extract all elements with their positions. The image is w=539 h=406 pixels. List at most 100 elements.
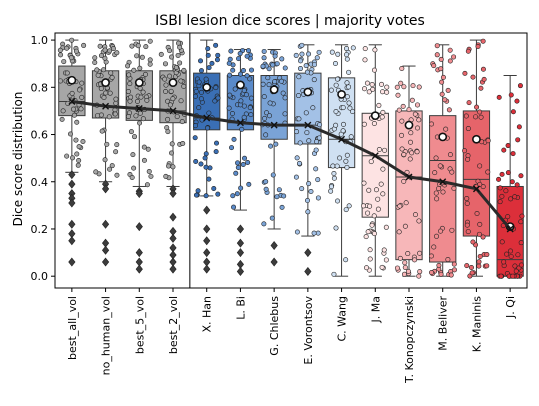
data-point — [382, 147, 388, 153]
data-point — [434, 52, 440, 58]
data-point — [67, 131, 73, 137]
data-point — [169, 141, 175, 147]
mean-marker — [404, 120, 414, 130]
data-point — [397, 203, 403, 209]
data-point — [315, 177, 321, 183]
data-point — [93, 169, 99, 175]
data-point — [447, 47, 453, 53]
box-group-13 — [462, 38, 491, 279]
data-point — [127, 98, 133, 104]
data-point — [165, 116, 171, 122]
data-point — [476, 259, 482, 265]
data-point — [501, 259, 507, 265]
data-point — [282, 65, 288, 71]
data-point — [198, 161, 204, 167]
data-point — [478, 114, 484, 120]
outlier-marker — [68, 236, 76, 246]
data-point — [477, 181, 483, 187]
data-point — [125, 63, 131, 69]
outlier-marker — [203, 248, 211, 258]
data-point — [269, 215, 275, 221]
data-point — [238, 185, 244, 191]
data-point — [207, 165, 213, 171]
box-group-3 — [125, 38, 154, 274]
mean-marker — [472, 134, 481, 144]
data-point — [237, 51, 243, 57]
data-point — [129, 174, 135, 180]
data-point — [262, 115, 268, 121]
data-point — [473, 114, 479, 120]
data-point — [331, 171, 337, 177]
data-point — [129, 43, 135, 49]
data-point — [465, 153, 471, 159]
data-point — [317, 122, 323, 128]
box-group-2 — [91, 39, 120, 267]
outlier-marker — [135, 264, 143, 274]
data-point — [61, 59, 67, 65]
data-point — [451, 54, 457, 60]
data-point — [281, 193, 287, 199]
data-point — [296, 116, 302, 122]
outlier-marker — [304, 266, 312, 276]
data-point — [484, 263, 490, 269]
data-point — [215, 191, 221, 197]
data-point — [267, 100, 273, 106]
data-point — [396, 107, 402, 113]
y-tick-label: 0.8 — [31, 81, 49, 94]
data-point — [73, 48, 79, 54]
data-point — [481, 76, 487, 82]
outlier-marker — [169, 264, 177, 274]
data-point — [260, 81, 266, 87]
outlier-marker — [236, 266, 245, 276]
data-point — [145, 146, 151, 152]
median-trend-marker — [371, 152, 379, 160]
data-point — [97, 43, 103, 49]
data-point — [469, 270, 475, 276]
data-point — [432, 170, 438, 176]
data-point — [316, 135, 322, 141]
data-point — [276, 187, 282, 193]
outlier-marker — [236, 248, 245, 258]
median-trend-marker — [270, 121, 278, 129]
data-point — [113, 149, 119, 155]
data-point — [205, 46, 211, 52]
data-point — [361, 203, 367, 209]
data-point — [231, 204, 237, 210]
data-point — [412, 257, 418, 263]
data-point — [139, 54, 145, 60]
data-point — [274, 61, 280, 67]
data-point — [330, 163, 336, 169]
data-point — [510, 151, 516, 157]
data-point — [408, 139, 414, 145]
data-point — [102, 55, 108, 61]
data-point — [409, 97, 415, 103]
data-point — [164, 125, 170, 131]
data-point — [436, 186, 442, 192]
data-point — [243, 92, 249, 98]
box-group-1 — [57, 37, 87, 267]
data-point — [362, 86, 368, 92]
data-point — [227, 56, 233, 62]
data-point — [133, 113, 139, 119]
data-point — [480, 38, 486, 44]
data-point — [298, 58, 304, 64]
data-point — [379, 264, 385, 270]
data-point — [71, 112, 77, 118]
data-point — [213, 42, 219, 48]
data-point — [332, 60, 338, 66]
outlier-marker — [203, 264, 211, 274]
data-point — [344, 56, 350, 62]
data-point — [193, 88, 199, 94]
x-tick-label: G. Chlebus — [268, 296, 281, 356]
data-point — [235, 160, 241, 166]
data-point — [409, 150, 415, 156]
data-point — [383, 257, 389, 263]
data-point — [509, 179, 515, 185]
data-point — [58, 52, 64, 58]
data-point — [60, 108, 66, 114]
data-point — [229, 145, 235, 151]
box-group-14 — [496, 75, 525, 279]
data-point — [465, 229, 471, 235]
data-point — [232, 86, 238, 92]
data-point — [169, 150, 175, 156]
